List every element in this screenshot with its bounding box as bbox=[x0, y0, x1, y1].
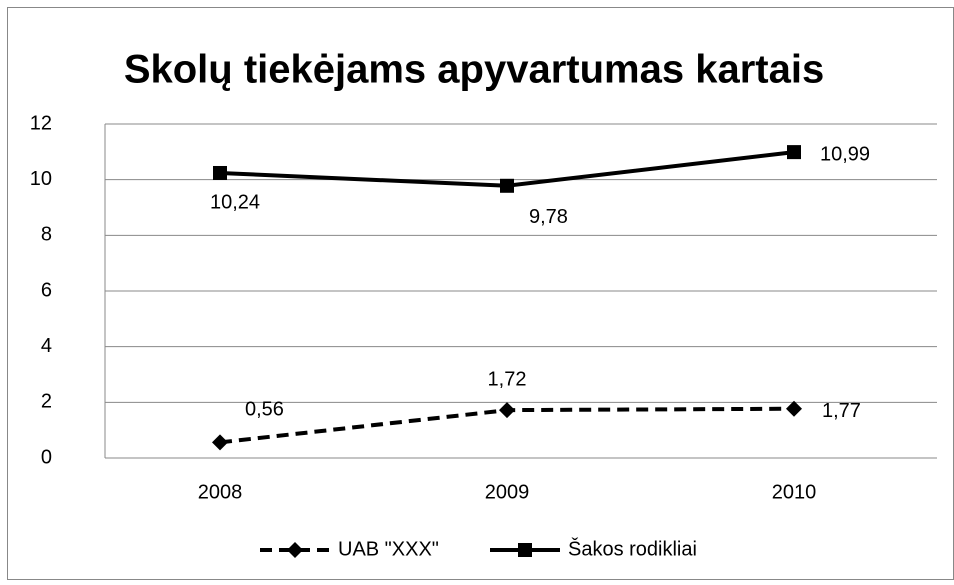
marker bbox=[213, 165, 227, 180]
x-tick-label: 2010 bbox=[772, 481, 817, 503]
x-tick-label: 2008 bbox=[198, 481, 243, 503]
legend-label: Šakos rodikliai bbox=[568, 537, 697, 560]
x-tick-label: 2009 bbox=[485, 481, 530, 503]
legend-label: UAB "XXX" bbox=[338, 538, 439, 560]
marker bbox=[787, 145, 801, 160]
y-tick-label: 2 bbox=[41, 391, 52, 413]
y-tick-label: 0 bbox=[41, 446, 52, 468]
data-label: 1,77 bbox=[822, 400, 861, 422]
y-tick-label: 10 bbox=[30, 168, 52, 190]
data-label: 9,78 bbox=[529, 206, 568, 228]
marker bbox=[518, 543, 532, 557]
marker bbox=[287, 542, 303, 558]
data-label: 1,72 bbox=[488, 368, 527, 390]
marker bbox=[212, 434, 228, 451]
chart-frame bbox=[7, 7, 954, 580]
marker bbox=[499, 402, 515, 419]
marker bbox=[500, 178, 514, 193]
data-label: 10,99 bbox=[820, 143, 870, 165]
y-tick-label: 6 bbox=[41, 279, 52, 301]
y-tick-label: 12 bbox=[30, 112, 52, 134]
chart-title: Skolų tiekėjams apyvartumas kartais bbox=[124, 48, 824, 92]
y-tick-label: 8 bbox=[41, 224, 52, 246]
y-tick-label: 4 bbox=[41, 335, 52, 357]
data-label: 10,24 bbox=[210, 191, 260, 213]
marker bbox=[786, 400, 802, 417]
data-label: 0,56 bbox=[245, 399, 284, 421]
